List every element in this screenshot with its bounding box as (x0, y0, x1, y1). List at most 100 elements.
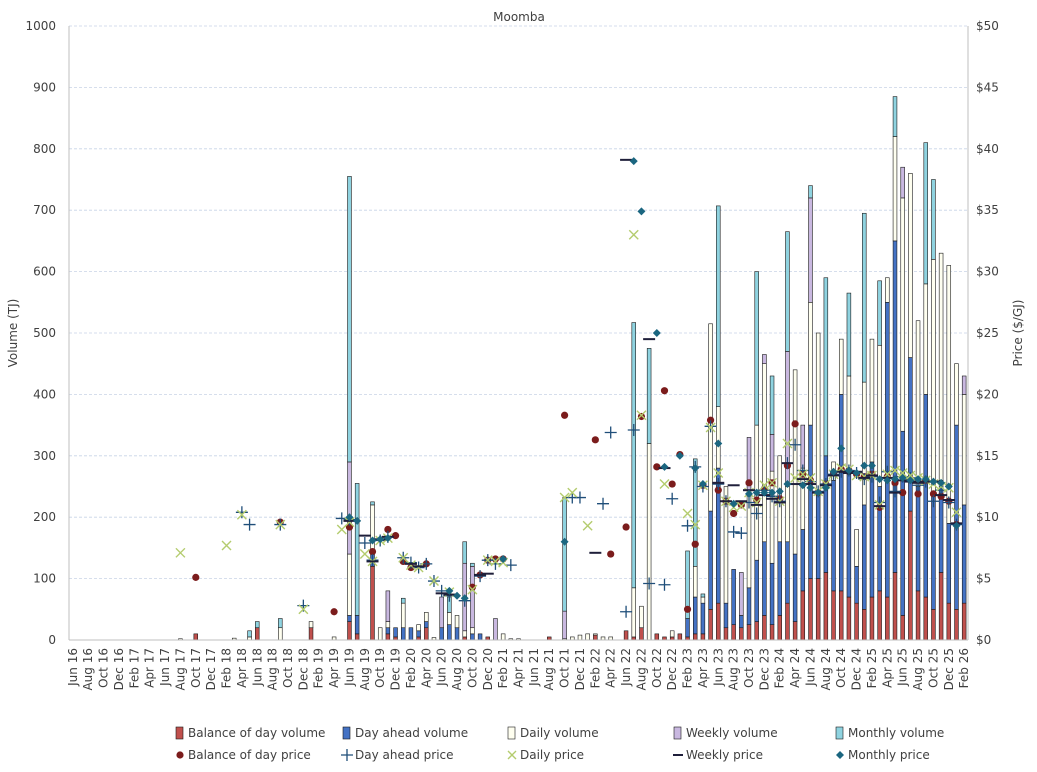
volume-bar-segment (693, 596, 698, 635)
volume-bar-segment (424, 621, 429, 629)
volume-bar-segment (762, 541, 767, 616)
volume-bar-segment (854, 529, 859, 567)
x-tick-label: Dec 21 (573, 648, 587, 690)
volume-bar-segment (862, 381, 867, 506)
volume-bar-segment (915, 320, 921, 487)
legend-swatch (507, 726, 516, 740)
volume-bar-segment (946, 602, 952, 641)
day-ahead-price-point (358, 536, 371, 549)
volume-bar-segment (723, 602, 729, 629)
monthly-price-point (453, 591, 462, 600)
x-tick-label: Dec 20 (481, 648, 495, 690)
volume-bar-segment (838, 590, 844, 641)
volume-bar-segment (908, 510, 913, 641)
x-tick-label: Aug 19 (358, 648, 372, 691)
y-tick-label: 500 (33, 326, 56, 340)
volume-bar-segment (385, 590, 391, 622)
day-ahead-price-point (474, 570, 487, 583)
x-tick-label: Feb 24 (773, 648, 787, 688)
x-tick-label: Jun 18 (250, 648, 264, 687)
volume-bar-segment (500, 633, 506, 641)
daily-price-point (767, 477, 778, 488)
volume-bar-segment (646, 348, 652, 444)
legend-swatch (835, 726, 844, 740)
volume-bar-segment (347, 621, 352, 641)
daily-price-point (275, 519, 286, 530)
volume-bar-segment (693, 633, 698, 641)
volume-bar-segment (255, 627, 260, 641)
daily-price-point (628, 229, 639, 240)
day-ahead-price-point (504, 559, 517, 572)
legend-item: Daily volume (507, 726, 599, 740)
y-tick-label: 700 (33, 203, 56, 217)
day-ahead-price-point (627, 424, 640, 437)
legend-label: Day ahead volume (355, 726, 468, 740)
x-tick-label: Jun 19 (342, 648, 356, 687)
legend-label: Balance of day price (188, 748, 311, 762)
legend-swatch (673, 726, 682, 740)
day-ahead-price-point (620, 605, 633, 618)
volume-bar-segment (846, 292, 852, 377)
monthly-price-point (914, 475, 923, 484)
monthly-price-point (921, 475, 930, 484)
x-tick-label: Dec 17 (204, 648, 218, 690)
volume-bar-segment (700, 602, 706, 635)
volume-bar-segment (393, 627, 398, 638)
volume-bar-segment (731, 624, 736, 641)
daily-price-point (428, 576, 439, 587)
volume-bar-segment (808, 424, 813, 579)
volume-bar-segment (877, 590, 882, 641)
monthly-price-point (445, 586, 454, 595)
volume-bar-segment (815, 578, 821, 641)
monthly-price-point (844, 466, 853, 475)
volume-bar-segment (585, 633, 590, 641)
legend-swatch (341, 749, 353, 761)
volume-bar-segment (370, 566, 375, 641)
legend-swatch (342, 726, 351, 740)
x-tick-label: Feb 21 (496, 648, 510, 688)
volume-bar-segment (385, 633, 391, 641)
y-tick-label: 600 (33, 265, 56, 279)
x-tick-label: Feb 23 (681, 648, 695, 688)
volume-bar-segment (562, 497, 567, 612)
volume-bar-segment (454, 627, 460, 641)
bod-price-point (607, 550, 615, 558)
y2-tick-label: $0 (976, 633, 991, 647)
legend-swatch (836, 751, 844, 759)
legend-label: Daily price (520, 748, 584, 762)
legend-label: Monthly price (848, 748, 930, 762)
x-tick-label: Apr 18 (235, 648, 249, 688)
monthly-price-point (698, 480, 707, 489)
daily-price-point (559, 492, 570, 503)
volume-bar-segment (785, 231, 790, 352)
volume-bar-segment (278, 627, 283, 641)
monthly-price-point (952, 521, 961, 530)
volume-bar-segment (669, 630, 675, 638)
x-tick-label: Apr 22 (604, 648, 618, 688)
volume-bar-segment (769, 562, 775, 625)
y2-tick-label: $35 (976, 203, 999, 217)
volume-bar-segment (900, 197, 905, 432)
day-ahead-price-point (604, 426, 617, 439)
monthly-price-point (768, 488, 777, 497)
volume-bar-segment (385, 621, 391, 629)
y2-tick-label: $20 (976, 387, 999, 401)
x-tick-label: Feb 19 (312, 648, 326, 688)
volume-bar-segment (854, 602, 859, 641)
volume-bar-segment (347, 553, 352, 616)
volume-bar-segment (562, 610, 567, 640)
bod-price-point (683, 605, 692, 613)
monthly-price-point (499, 554, 508, 563)
volume-bar-segment (470, 562, 475, 567)
x-tick-label: Apr 25 (880, 648, 894, 688)
day-ahead-price-point (704, 420, 717, 433)
bod-price-point (192, 573, 200, 581)
volume-bar-segment (946, 523, 952, 604)
monthly-price-point (760, 488, 769, 497)
monthly-price-point (376, 535, 385, 544)
legend-swatch (507, 750, 517, 760)
volume-bar-segment (785, 486, 790, 543)
volume-bar-segment (900, 430, 905, 616)
volume-bar-segment (823, 455, 829, 573)
x-tick-label: Apr 21 (512, 648, 526, 688)
